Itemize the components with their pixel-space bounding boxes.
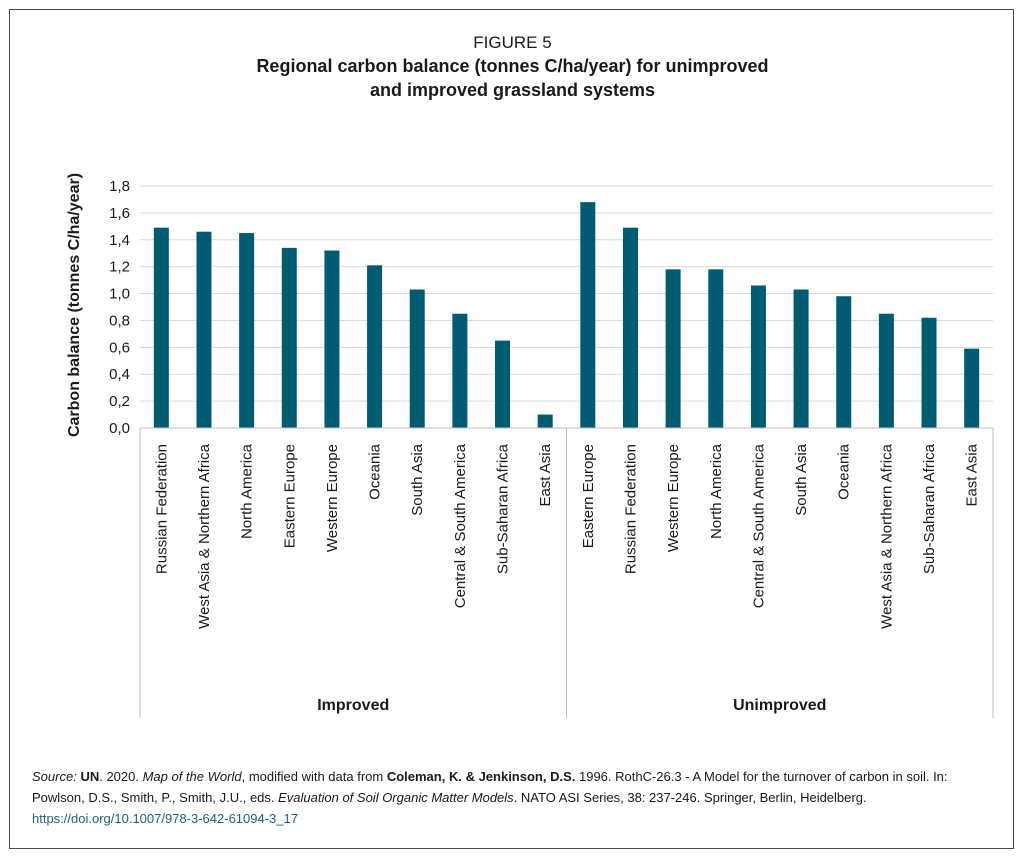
bar — [665, 269, 681, 428]
group-labels: Improved Unimproved — [317, 697, 826, 714]
y-tick-label: 0,0 — [109, 420, 130, 437]
bar — [708, 269, 724, 428]
y-axis-label: Carbon balance (tonnes C/ha/year) — [66, 173, 83, 437]
x-category-label: West Asia & Northern Africa — [878, 443, 895, 628]
bar — [580, 202, 596, 428]
x-category-label: South Asia — [793, 443, 810, 515]
source-authors: Coleman, K. & Jenkinson, D.S. — [386, 769, 576, 784]
y-tick-labels: 0,0 0,2 0,4 0,6 0,8 1,0 1,2 1,4 1,6 1,8 — [109, 178, 130, 437]
bar — [750, 285, 766, 428]
source-map-title: Map of the World — [142, 769, 242, 784]
source-mid: , modified with data from — [241, 769, 387, 784]
bar — [537, 414, 553, 428]
source-ref: 1996. RothC-26.3 - A Model for the turno… — [32, 769, 948, 805]
x-category-label: East Asia — [537, 443, 554, 506]
bar — [281, 247, 297, 428]
bar — [964, 348, 980, 428]
x-category-label: Western Europe — [324, 444, 341, 552]
bar-chart: 0,0 0,2 0,4 0,6 0,8 1,0 1,2 1,4 1,6 1,8 Russian F… — [66, 173, 994, 718]
bar — [324, 250, 340, 428]
bar — [452, 313, 468, 428]
y-tick-label: 0,6 — [109, 339, 130, 356]
bar — [921, 317, 937, 428]
x-category-label: Eastern Europe — [580, 444, 597, 548]
y-tick-label: 0,2 — [109, 393, 130, 410]
y-tick-label: 1,0 — [109, 286, 130, 303]
x-category-label: Russian Federation — [622, 444, 639, 574]
x-category-label: North America — [708, 443, 725, 539]
bar — [367, 265, 383, 428]
source-year: . 2020. — [99, 769, 143, 784]
bar — [495, 340, 511, 428]
bar — [836, 296, 852, 428]
chart-title-line-1: Regional carbon balance (tonnes C/ha/yea… — [256, 56, 769, 76]
x-category-label: Oceania — [367, 443, 384, 500]
bar — [153, 227, 169, 428]
source-doi-link[interactable]: https://doi.org/10.1007/978-3-642-61094-… — [32, 811, 298, 826]
x-category-label: North America — [239, 443, 256, 539]
group-label: Improved — [317, 697, 389, 714]
y-tick-label: 1,4 — [109, 232, 130, 249]
x-category-label: Sub-Saharan Africa — [495, 443, 512, 574]
x-category-label: Sub-Saharan Africa — [921, 443, 938, 574]
x-category-label: Russian Federation — [153, 444, 170, 574]
group-label: Unimproved — [733, 697, 826, 714]
figure-label: FIGURE 5 — [473, 33, 552, 52]
x-category-label: East Asia — [964, 443, 981, 506]
x-category-label: Central & South America — [750, 443, 767, 608]
x-category-label: South Asia — [409, 443, 426, 515]
source-book: Evaluation of Soil Organic Matter Models — [278, 790, 514, 805]
bars — [153, 202, 980, 428]
bar — [409, 289, 425, 428]
y-tick-label: 0,4 — [109, 366, 130, 383]
y-tick-label: 1,2 — [109, 259, 130, 276]
chart-title-line-2: and improved grassland systems — [369, 80, 656, 100]
x-category-labels: Russian Federation West Asia & Northern A… — [153, 443, 980, 628]
source-label: Source: — [32, 769, 77, 784]
x-category-label: Western Europe — [665, 444, 682, 552]
bar — [793, 289, 809, 428]
bar — [878, 313, 894, 428]
x-category-label: Oceania — [836, 443, 853, 500]
y-tick-label: 0,8 — [109, 312, 130, 329]
axes — [139, 427, 994, 718]
bar — [622, 227, 638, 428]
figure-frame — [9, 9, 1014, 849]
x-category-label: Eastern Europe — [281, 444, 298, 548]
gridlines — [140, 185, 993, 402]
x-category-label: West Asia & Northern Africa — [196, 443, 213, 628]
bar — [196, 231, 212, 428]
source-tail: . NATO ASI Series, 38: 237-246. Springer… — [513, 790, 867, 805]
x-category-label: Central & South America — [452, 443, 469, 608]
y-tick-label: 1,6 — [109, 205, 130, 222]
source-org: UN — [80, 769, 100, 784]
y-tick-label: 1,8 — [109, 178, 130, 195]
source-note: Source: UN. 2020. Map of the World, modi… — [32, 766, 997, 829]
bar — [239, 233, 255, 428]
